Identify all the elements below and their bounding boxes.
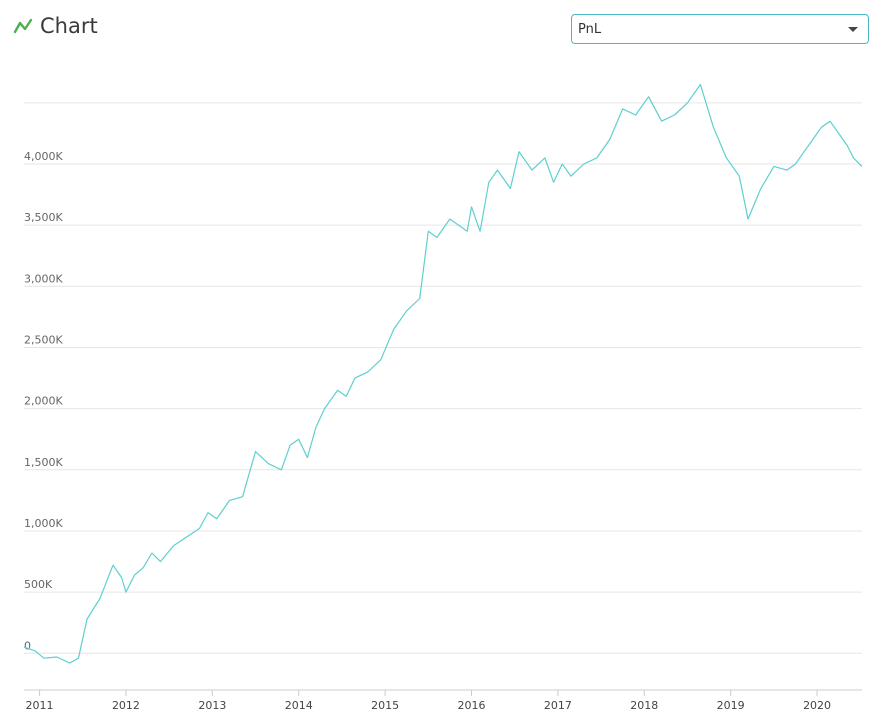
x-tick-label: 2015 [371,699,399,712]
y-tick-label: 3,000K [24,272,63,285]
y-tick-label: 2,000K [24,395,63,408]
y-tick-label: 4,000K [24,150,63,163]
chevron-down-icon[interactable] [848,27,858,32]
y-tick-label: 0 [24,639,31,652]
x-tick-label: 2011 [26,699,54,712]
x-tick-label: 2018 [630,699,658,712]
y-axis: 0 500K 1,000K 1,500K 2,000K 2,500K 3,000K 3,500… [24,150,63,652]
pnl-line-chart: 0 500K 1,000K 1,500K 2,000K 2,500K 3,000K 3,500… [23,83,863,712]
metric-select-value: PnL [578,22,602,37]
y-tick-label: 2,500K [24,333,63,346]
x-tick-label: 2016 [458,699,486,712]
x-tick-label: 2017 [544,699,572,712]
x-axis: 2011 2012 2013 2014 2015 2016 2017 2018 2019 2020 [24,689,862,712]
x-tick-label: 2013 [198,699,226,712]
x-tick-label: 2014 [285,699,313,712]
y-tick-label: 1,500K [24,456,63,469]
chart-grid [24,102,862,654]
chart-title-text: Chart [40,14,98,38]
y-tick-label: 1,000K [24,517,63,530]
y-tick-label: 3,500K [24,211,63,224]
x-tick-label: 2019 [717,699,745,712]
metric-select[interactable]: PnL [571,14,869,44]
chart-title: Chart [12,14,98,38]
x-tick-label: 2020 [803,699,831,712]
x-tick-label: 2012 [112,699,140,712]
chart-header: Chart PnL [0,0,888,60]
pnl-series-line [23,83,863,664]
line-chart-icon [13,18,33,34]
y-tick-label: 500K [24,578,53,591]
